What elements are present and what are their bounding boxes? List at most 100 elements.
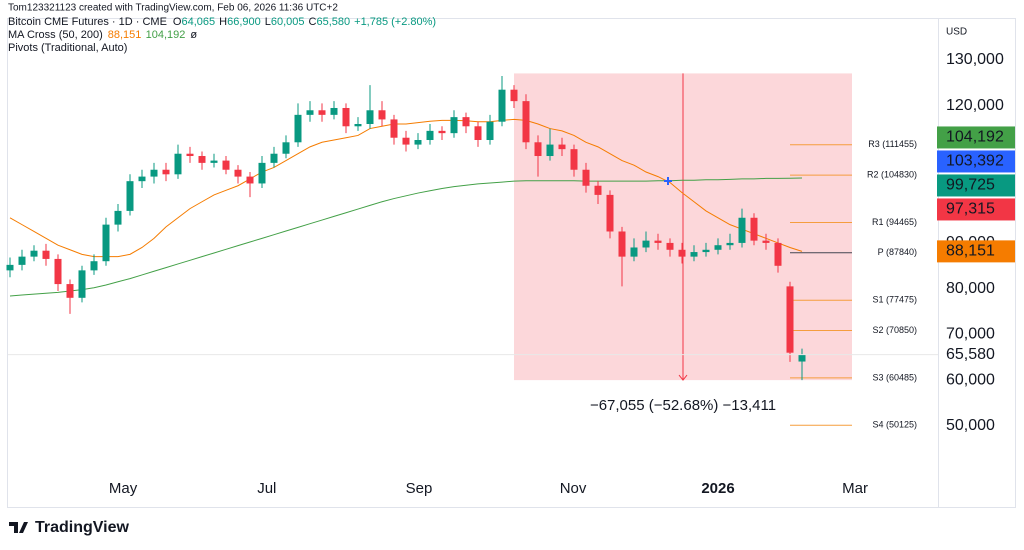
indicator-name: Pivots (Traditional, Auto): [8, 42, 127, 54]
pivot-label: R2 (104830): [867, 169, 917, 179]
attribution: Tom123321123 created with TradingView.co…: [8, 3, 338, 14]
candle-body: [258, 162, 266, 184]
pivot-label: S4 (50125): [872, 420, 917, 430]
ohlc-key: H: [219, 16, 227, 28]
candle-body: [654, 240, 662, 243]
price-badge-label: 97,315: [946, 201, 995, 218]
candle-body: [306, 110, 314, 115]
price-badge: [937, 150, 1015, 173]
x-tick-label: Mar: [842, 480, 868, 497]
candle-body: [270, 153, 278, 163]
candle-body: [138, 176, 146, 182]
candle-body: [666, 242, 674, 250]
x-tick-label: Jul: [257, 480, 276, 497]
candle-body: [786, 286, 794, 353]
price-badge: [937, 198, 1015, 221]
candle-body: [510, 89, 518, 102]
candle-body: [294, 114, 302, 143]
candle-body: [234, 169, 242, 177]
brand: TradingView: [35, 519, 130, 536]
candle-body: [90, 261, 98, 271]
candle-body: [54, 258, 62, 285]
candle-body: [690, 252, 698, 257]
candle-body: [78, 270, 86, 298]
symbol: Bitcoin CME Futures · 1D · CME: [8, 16, 167, 28]
x-tick-label: May: [109, 480, 138, 497]
cross-marker: [664, 177, 672, 185]
price-badge: [937, 174, 1015, 197]
ohlc-value: 66,900: [227, 16, 261, 28]
candle-body: [762, 240, 770, 243]
price-badge-label: 103,392: [946, 153, 1004, 170]
pivot-label: S2 (70850): [872, 325, 917, 335]
candle-body: [282, 142, 290, 154]
frame: [7, 18, 1016, 508]
logo: TradingView: [9, 519, 130, 536]
candle-body: [726, 242, 734, 246]
y-tick-label: 60,000: [946, 371, 995, 388]
y-tick-label: 130,000: [946, 51, 1004, 68]
candle-body: [498, 89, 506, 122]
x-tick-label: Nov: [560, 480, 587, 497]
candle-body: [198, 156, 206, 163]
candle-body: [210, 160, 218, 163]
legend-title: Bitcoin CME Futures · 1D · CME O64,065 H66…: [8, 16, 436, 28]
ma-line: [9, 118, 803, 258]
ohlc-key: O: [173, 16, 182, 28]
price-badge: [937, 240, 1015, 263]
candle-body: [114, 210, 122, 225]
candle-body: [774, 242, 782, 266]
candle-body: [366, 110, 374, 124]
price-badge-label: 104,192: [946, 129, 1004, 146]
indicator-value: ø: [190, 29, 197, 41]
candle-body: [642, 240, 650, 248]
candle-body: [162, 169, 170, 175]
candle-body: [390, 119, 398, 138]
candle-body: [750, 217, 758, 241]
candle-body: [330, 107, 338, 115]
x-tick-label: Sep: [406, 480, 433, 497]
candle-body: [534, 142, 542, 157]
candle-body: [42, 250, 50, 259]
last-price-label: 65,580: [946, 346, 995, 363]
candle-body: [318, 110, 326, 115]
candle-body: [606, 194, 614, 232]
y-tick-label: 70,000: [946, 326, 995, 343]
candle-body: [354, 123, 362, 127]
candle-body: [522, 101, 530, 143]
indicator-name: MA Cross (50, 200): [8, 29, 103, 41]
candle-body: [102, 224, 110, 262]
ohlc-key: L: [265, 16, 271, 28]
price-badge: [937, 126, 1015, 149]
y-tick-label: 50,000: [946, 417, 995, 434]
candle-body: [738, 217, 746, 243]
candle-body: [30, 250, 38, 257]
pivot-label: P (87840): [878, 247, 917, 257]
candle-body: [126, 181, 134, 211]
candle-body: [618, 231, 626, 257]
candle-body: [438, 130, 446, 134]
candle-body: [18, 256, 26, 265]
candle-body: [450, 117, 458, 134]
candle-body: [546, 144, 554, 157]
price-badge-label: 99,725: [946, 177, 995, 194]
candle-body: [342, 107, 350, 127]
pivot-label: S1 (77475): [872, 295, 917, 305]
indicator-legend: MA Cross (50, 200) 88,151 104,192 ø: [8, 29, 197, 41]
candle-body: [714, 245, 722, 250]
candle-body: [174, 153, 182, 175]
pivot-label: R1 (94465): [872, 217, 917, 227]
ohlc-key: C: [309, 16, 317, 28]
candle-body: [462, 117, 470, 127]
candle-body: [150, 169, 158, 177]
indicator-value: 88,151: [108, 29, 142, 41]
candle-body: [594, 185, 602, 195]
candle-body: [570, 149, 578, 170]
candle-body: [702, 249, 710, 253]
ohlc-value: 60,005: [271, 16, 305, 28]
candle-body: [678, 249, 686, 257]
candle-body: [426, 130, 434, 141]
candle-body: [558, 144, 566, 150]
candle-body: [474, 126, 482, 141]
